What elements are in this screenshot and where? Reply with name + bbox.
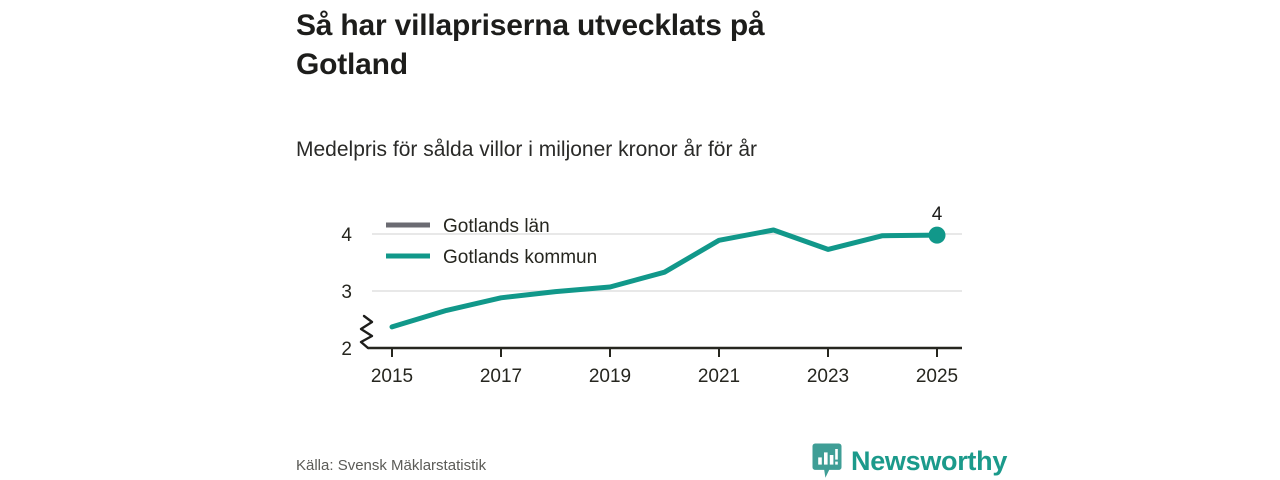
series-endpoint-marker <box>928 226 946 244</box>
brand-logo: Newsworthy <box>812 442 1007 480</box>
ytick-label-2: 2 <box>341 339 352 360</box>
xtick-label-2019: 2019 <box>589 366 631 387</box>
legend-label-gotlands-lan: Gotlands län <box>443 216 550 237</box>
xtick-label-2025: 2025 <box>916 366 958 387</box>
xtick-label-2017: 2017 <box>480 366 522 387</box>
ytick-label-3: 3 <box>341 282 352 303</box>
ytick-label-4: 4 <box>341 225 352 246</box>
chart-legend: Gotlands län Gotlands kommun <box>386 216 597 268</box>
x-axis-ticks <box>391 348 938 357</box>
chart-subtitle: Medelpris för sålda villor i miljoner kr… <box>296 138 757 161</box>
source-note: Källa: Svensk Mäklarstatistik <box>296 457 487 474</box>
legend-label-gotlands-kommun: Gotlands kommun <box>443 247 597 268</box>
newsworthy-bubble-chart-icon <box>812 443 842 478</box>
xtick-label-2021: 2021 <box>698 366 740 387</box>
gridlines <box>372 233 962 292</box>
y-axis-break-icon <box>359 314 374 350</box>
page-title: Så har villapriserna utvecklats på Gotla… <box>296 9 765 81</box>
xtick-label-2023: 2023 <box>807 366 849 387</box>
series-line-gotlands-kommun <box>389 227 940 330</box>
brand-name: Newsworthy <box>851 445 1008 476</box>
xtick-label-2015: 2015 <box>371 366 413 387</box>
endpoint-value-label: 4 <box>932 204 943 225</box>
